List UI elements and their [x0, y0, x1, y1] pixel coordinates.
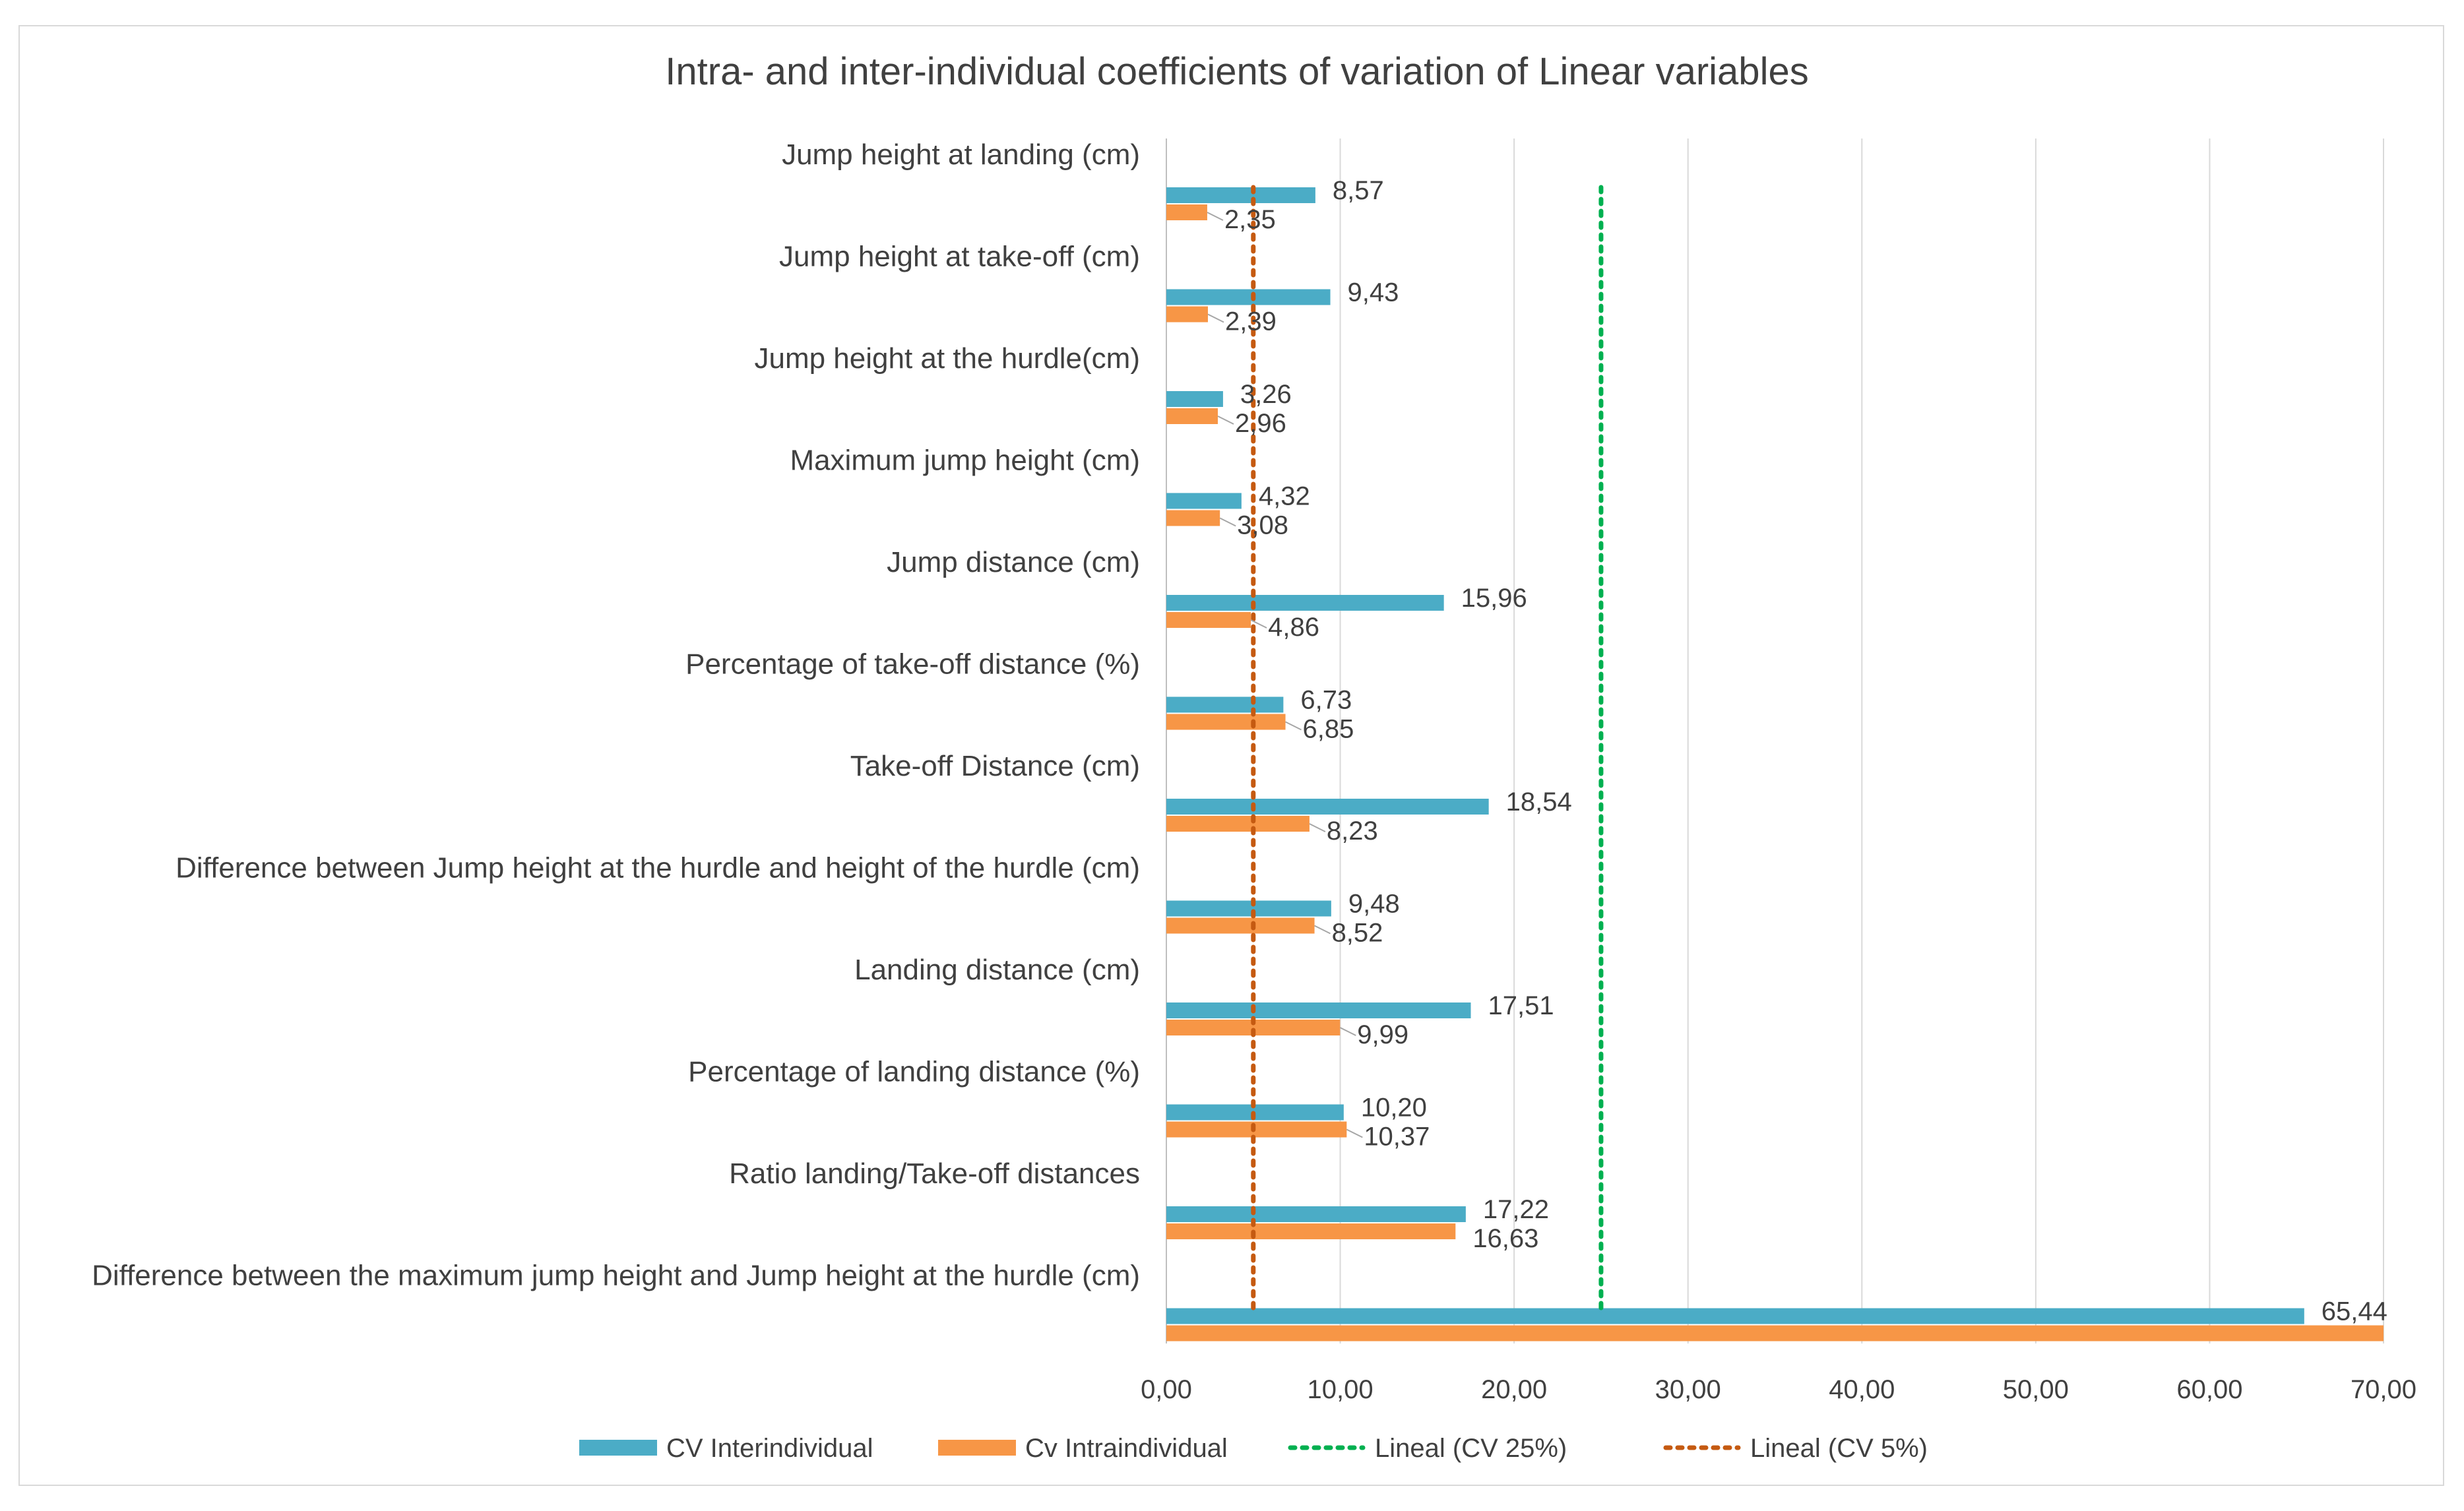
- bar-intraindividual: [1166, 917, 1315, 934]
- data-label: 8,57: [1333, 176, 1384, 205]
- bar-intraindividual: [1166, 714, 1286, 730]
- data-label: 17,22: [1483, 1195, 1549, 1224]
- category-label: Jump distance (cm): [887, 546, 1140, 578]
- data-label: 9,48: [1348, 890, 1400, 919]
- data-label: 10,20: [1361, 1094, 1427, 1123]
- category-label: Difference between the maximum jump heig…: [92, 1260, 1140, 1292]
- bar-intraindividual: [1166, 1325, 2384, 1341]
- bar-intraindividual: [1166, 408, 1218, 424]
- data-label: 4,86: [1268, 613, 1319, 642]
- bar-intraindividual: [1166, 204, 1207, 220]
- chart-title: Intra- and inter-individual coefficients…: [665, 50, 1808, 93]
- bar-interindividual: [1166, 696, 1284, 713]
- data-label: 17,51: [1488, 991, 1554, 1020]
- data-label: 9,43: [1348, 278, 1399, 307]
- leader-line: [1339, 1027, 1356, 1036]
- leader-line: [1217, 416, 1234, 425]
- category-label: Landing distance (cm): [854, 954, 1140, 986]
- data-label: 2,96: [1235, 409, 1286, 438]
- legend-label: Cv Intraindividual: [1025, 1434, 1228, 1463]
- legend-label: Lineal (CV 25%): [1375, 1434, 1567, 1463]
- category-label: Take-off Distance (cm): [850, 750, 1140, 782]
- category-label: Jump height at landing (cm): [782, 139, 1140, 171]
- legend-label: Lineal (CV 5%): [1750, 1434, 1928, 1463]
- x-tick-label: 30,00: [1655, 1375, 1721, 1404]
- category-label: Jump height at the hurdle(cm): [754, 342, 1140, 375]
- x-tick-label: 0,00: [1141, 1375, 1192, 1404]
- leader-line: [1309, 823, 1326, 832]
- bar-interindividual: [1166, 187, 1315, 203]
- leader-line: [1346, 1128, 1363, 1138]
- x-tick-label: 40,00: [1829, 1375, 1895, 1404]
- bar-intraindividual: [1166, 510, 1220, 526]
- data-label: 8,23: [1327, 817, 1378, 846]
- x-tick-label: 20,00: [1481, 1375, 1547, 1404]
- bar-intraindividual: [1166, 306, 1208, 323]
- data-labels: 8,57 2,35 9,43 2,39 3,262,96 4,323,08 15,96 4,8…: [1207, 176, 2387, 1326]
- data-label: 6,73: [1300, 686, 1352, 715]
- x-tick-label: 60,00: [2176, 1375, 2242, 1404]
- gridlines: [1166, 139, 2384, 1343]
- data-label: 2,35: [1224, 205, 1276, 234]
- category-label: Percentage of take-off distance (%): [685, 648, 1140, 681]
- bars: [1166, 187, 2384, 1341]
- legend[interactable]: CV Interindividual Cv Intraindividual Line…: [579, 1434, 1928, 1463]
- category-label: Percentage of landing distance (%): [688, 1056, 1140, 1088]
- bar-interindividual: [1166, 1002, 1471, 1018]
- data-label: 2,39: [1225, 307, 1277, 336]
- data-label: 10,37: [1364, 1123, 1430, 1152]
- reference-lines: [1251, 185, 1604, 1312]
- legend-item[interactable]: Lineal (CV 25%): [1288, 1434, 1567, 1463]
- leader-line: [1207, 212, 1224, 221]
- data-label: 6,85: [1303, 715, 1354, 744]
- data-label: 3,08: [1237, 511, 1288, 540]
- x-tick-label: 10,00: [1308, 1375, 1374, 1404]
- bar-interindividual: [1166, 799, 1489, 815]
- data-label: 65,44: [2322, 1297, 2387, 1326]
- data-label: 4,32: [1259, 482, 1310, 511]
- leader-line: [1219, 517, 1236, 527]
- bar-interindividual: [1166, 595, 1444, 611]
- legend-label: CV Interindividual: [666, 1434, 873, 1463]
- leader-line: [1314, 925, 1331, 935]
- category-label: Ratio landing/Take-off distances: [729, 1157, 1140, 1190]
- legend-item[interactable]: Cv Intraindividual: [938, 1434, 1228, 1463]
- leader-line: [1250, 619, 1267, 629]
- x-tick-label: 50,00: [2003, 1375, 2069, 1404]
- legend-item[interactable]: Lineal (CV 5%): [1663, 1434, 1928, 1463]
- bar-interindividual: [1166, 1206, 1466, 1222]
- category-label: Difference between Jump height at the hu…: [175, 852, 1140, 884]
- data-label: 3,26: [1240, 380, 1292, 409]
- data-label: 18,54: [1506, 787, 1572, 817]
- leader-line: [1285, 721, 1302, 731]
- bar-intraindividual: [1166, 816, 1310, 832]
- category-labels: Jump height at landing (cm) Jump height a…: [92, 139, 1140, 1292]
- legend-item[interactable]: CV Interindividual: [579, 1434, 873, 1463]
- category-label: Jump height at take-off (cm): [779, 241, 1140, 273]
- leader-line: [1207, 313, 1224, 323]
- data-label: 16,63: [1472, 1224, 1538, 1253]
- x-tick-label: 70,00: [2351, 1375, 2417, 1404]
- data-label: 15,96: [1461, 584, 1527, 613]
- legend-swatch: [938, 1440, 1016, 1456]
- chart-frame: [18, 25, 2444, 1486]
- bar-interindividual: [1166, 1308, 2304, 1324]
- bar-intraindividual: [1166, 1223, 1456, 1239]
- legend-swatch: [579, 1440, 657, 1456]
- data-label: 8,52: [1332, 919, 1383, 948]
- bar-interindividual: [1166, 289, 1331, 305]
- bar-interindividual: [1166, 900, 1331, 917]
- bar-intraindividual: [1166, 1121, 1347, 1138]
- data-label: 9,99: [1357, 1020, 1408, 1049]
- bar-interindividual: [1166, 391, 1223, 407]
- category-label: Maximum jump height (cm): [790, 445, 1140, 477]
- bar-intraindividual: [1166, 612, 1251, 628]
- x-axis-tick-labels: 0,00 10,00 20,00 30,00 40,00 50,00 60,00 70,00: [1141, 1375, 2417, 1404]
- bar-interindividual: [1166, 493, 1242, 509]
